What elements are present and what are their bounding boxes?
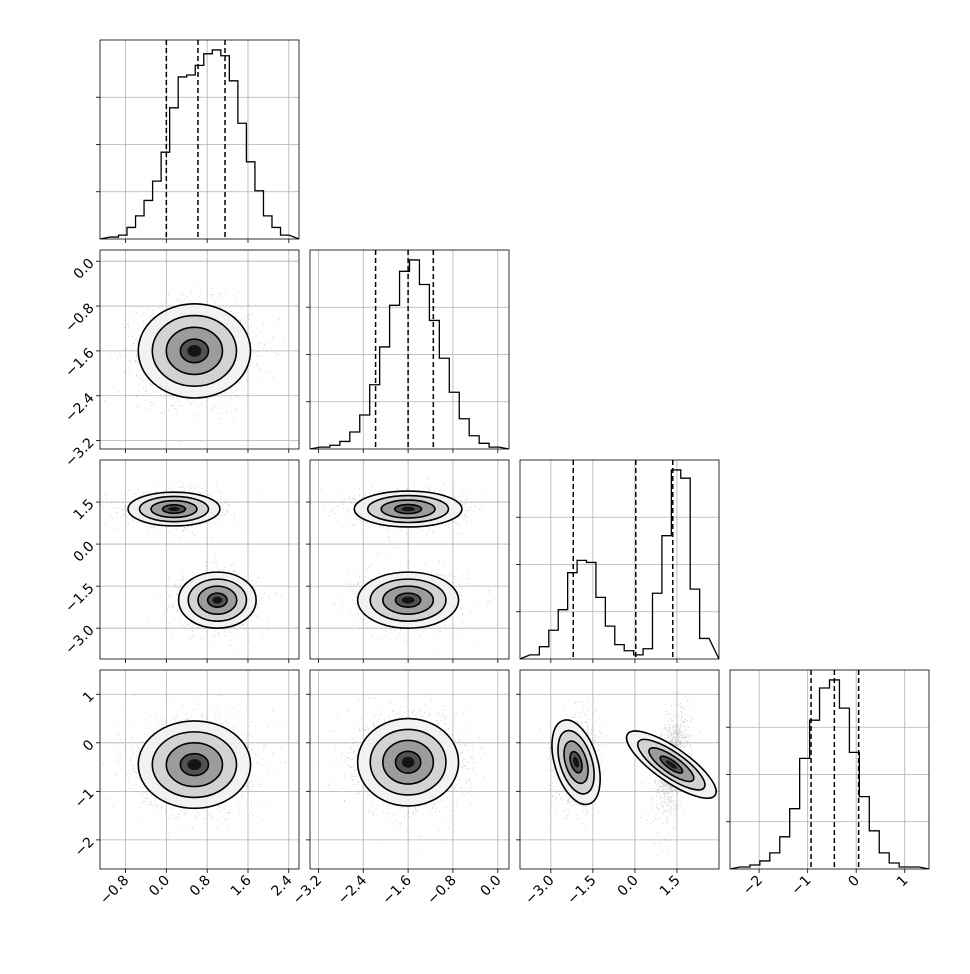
x-tick-label: −0.8 (97, 873, 132, 908)
scatter-panel-2-1 (306, 459, 510, 663)
x-tick-label: 0.0 (478, 873, 505, 900)
contour-1-4 (665, 760, 677, 769)
contour-1-4 (401, 596, 415, 604)
panel-frame (309, 249, 510, 450)
panel-frame (309, 459, 510, 660)
x-tick-label: 1.5 (657, 873, 684, 900)
panel-frame (729, 669, 930, 870)
histogram-0 (100, 49, 299, 239)
y-tick-label: −1.5 (62, 580, 97, 615)
y-tick-label: −2.4 (62, 390, 97, 425)
x-tick-label: 1.6 (228, 872, 255, 899)
contour-0-4 (168, 506, 180, 512)
panel-frame (99, 459, 300, 660)
contour-0-4 (401, 506, 415, 512)
panel-frame (99, 249, 300, 450)
x-tick-label: −2.4 (335, 872, 370, 907)
x-tick-label: −1.6 (380, 872, 415, 907)
contour-0-4 (187, 759, 202, 771)
panel-frame (99, 39, 300, 240)
y-tick-label: −3.2 (62, 435, 97, 470)
hist-panel-1 (306, 249, 510, 453)
x-tick-label: −1.5 (564, 873, 599, 908)
x-tick-label: 1 (894, 873, 912, 891)
x-tick-label: −1 (789, 873, 815, 899)
histogram-2 (520, 469, 719, 659)
y-tick-label: 0.0 (71, 538, 98, 565)
y-tick-label: −1 (72, 786, 98, 812)
x-tick-label: 0.8 (187, 873, 214, 900)
hist-panel-3 (726, 669, 930, 873)
y-tick-label: −0.8 (62, 300, 97, 335)
y-tick-label: −1.6 (62, 345, 97, 380)
hist-panel-2 (516, 459, 720, 663)
y-tick-label: 0 (80, 737, 98, 755)
panel-frame (309, 669, 510, 870)
y-tick-label: 0.0 (71, 256, 98, 283)
x-tick-label: 0.0 (146, 873, 173, 900)
scatter-panel-3-0 (96, 669, 300, 873)
panel-frame (99, 669, 300, 870)
hist-panel-0 (96, 39, 300, 243)
x-tick-label: −0.8 (424, 873, 459, 908)
x-tick-label: 0 (845, 873, 863, 891)
contour-0-4 (401, 756, 415, 768)
panel-frame (519, 459, 720, 660)
x-tick-label: −3.2 (290, 873, 325, 908)
x-tick-label: −2 (740, 873, 766, 899)
y-tick-label: 1.5 (71, 496, 98, 523)
scatter-panel-1-0 (96, 249, 300, 453)
histogram-3 (730, 679, 929, 869)
panel-frame (519, 669, 720, 870)
scatter-panel-3-1 (306, 669, 510, 873)
contour-0-4 (573, 756, 580, 768)
scatter-panel-2-0 (96, 459, 300, 663)
y-tick-label: −3.0 (62, 623, 97, 658)
x-tick-label: 0.0 (615, 873, 642, 900)
contour-0-4 (187, 345, 202, 357)
y-tick-label: 1 (80, 689, 98, 707)
scatter-panel-3-2 (516, 669, 720, 873)
histogram-1 (310, 259, 509, 449)
contour-1-4 (212, 596, 223, 604)
x-tick-label: −3.0 (522, 873, 557, 908)
y-tick-label: −2 (72, 834, 98, 860)
